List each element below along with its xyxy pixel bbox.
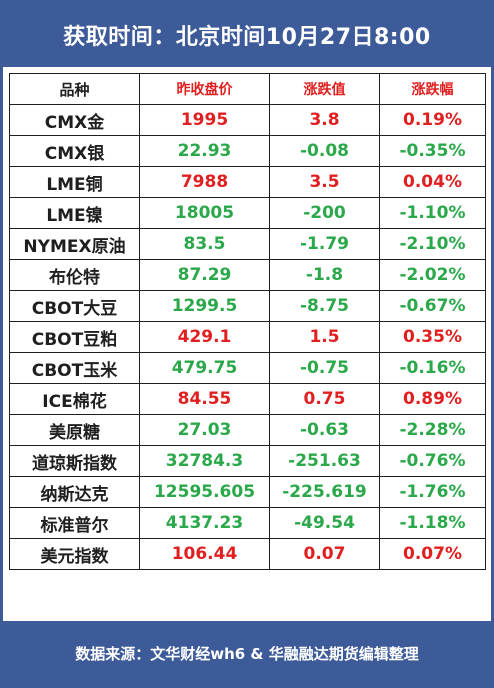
close-price: 83.5: [139, 228, 270, 260]
close-price: 1995: [139, 104, 270, 136]
table-row: LME镍 18005 -200 -1.10%: [9, 197, 486, 229]
close-price: 18005: [139, 197, 270, 229]
change-value: 1.5: [269, 321, 380, 353]
close-price: 1299.5: [139, 290, 270, 322]
change-percent: 0.07%: [379, 538, 486, 570]
change-percent: -1.76%: [379, 476, 486, 508]
column-header-close: 昨收盘价: [139, 73, 270, 105]
change-percent: -0.76%: [379, 445, 486, 477]
change-value: -0.75: [269, 352, 380, 384]
change-percent: -1.10%: [379, 197, 486, 229]
table-row: CMX银 22.93 -0.08 -0.35%: [9, 135, 486, 167]
change-percent: -2.10%: [379, 228, 486, 260]
change-value: -225.619: [269, 476, 380, 508]
change-value: -1.79: [269, 228, 380, 260]
table-row: 标准普尔 4137.23 -49.54 -1.18%: [9, 507, 486, 539]
close-price: 22.93: [139, 135, 270, 167]
column-header-name: 品种: [9, 73, 140, 105]
change-percent: 0.19%: [379, 104, 486, 136]
table-row: CBOT豆粕 429.1 1.5 0.35%: [9, 321, 486, 353]
commodity-name: 纳斯达克: [9, 476, 140, 508]
table-row: ICE棉花 84.55 0.75 0.89%: [9, 383, 486, 415]
change-percent: -0.16%: [379, 352, 486, 384]
close-price: 12595.605: [139, 476, 270, 508]
change-value: 3.5: [269, 166, 380, 198]
change-percent: 0.89%: [379, 383, 486, 415]
commodity-name: CMX金: [9, 104, 140, 136]
commodity-name: CMX银: [9, 135, 140, 167]
table-body: CMX金 1995 3.8 0.19% CMX银 22.93 -0.08 -0.35% LME铜…: [9, 104, 486, 570]
change-percent: -0.67%: [379, 290, 486, 322]
commodity-name: CBOT大豆: [9, 290, 140, 322]
commodity-name: LME铜: [9, 166, 140, 198]
table-row: 纳斯达克 12595.605 -225.619 -1.76%: [9, 476, 486, 508]
commodity-name: 美原糖: [9, 414, 140, 446]
close-price: 4137.23: [139, 507, 270, 539]
table-row: 美原糖 27.03 -0.63 -2.28%: [9, 414, 486, 446]
close-price: 32784.3: [139, 445, 270, 477]
quotes-table: 品种 昨收盘价 涨跌值 涨跌幅 CMX金 1995 3.8 0.19% CMX银 22.9…: [9, 73, 486, 570]
close-price: 106.44: [139, 538, 270, 570]
table-row: CMX金 1995 3.8 0.19%: [9, 104, 486, 136]
close-price: 84.55: [139, 383, 270, 415]
change-value: 0.75: [269, 383, 380, 415]
header-bar: 获取时间：北京时间10月27日8:00: [3, 3, 491, 67]
close-price: 479.75: [139, 352, 270, 384]
change-percent: -0.35%: [379, 135, 486, 167]
column-header-pct: 涨跌幅: [379, 73, 486, 105]
commodity-name: 道琼斯指数: [9, 445, 140, 477]
change-value: -200: [269, 197, 380, 229]
commodity-name: ICE棉花: [9, 383, 140, 415]
footer-source: 数据来源：文华财经wh6 & 华融融达期货编辑整理: [75, 644, 419, 663]
change-value: -0.08: [269, 135, 380, 167]
change-percent: -1.18%: [379, 507, 486, 539]
commodity-name: 标准普尔: [9, 507, 140, 539]
footer-bar: 数据来源：文华财经wh6 & 华融融达期货编辑整理: [3, 621, 491, 685]
change-percent: -2.02%: [379, 259, 486, 291]
table-row: LME铜 7988 3.5 0.04%: [9, 166, 486, 198]
change-percent: 0.04%: [379, 166, 486, 198]
close-price: 7988: [139, 166, 270, 198]
change-value: -1.8: [269, 259, 380, 291]
change-value: -0.63: [269, 414, 380, 446]
commodity-name: CBOT玉米: [9, 352, 140, 384]
change-percent: 0.35%: [379, 321, 486, 353]
change-value: -251.63: [269, 445, 380, 477]
change-value: -49.54: [269, 507, 380, 539]
commodity-name: NYMEX原油: [9, 228, 140, 260]
table-header-row: 品种 昨收盘价 涨跌值 涨跌幅: [9, 73, 486, 105]
commodity-name: CBOT豆粕: [9, 321, 140, 353]
close-price: 27.03: [139, 414, 270, 446]
close-price: 87.29: [139, 259, 270, 291]
change-percent: -2.28%: [379, 414, 486, 446]
commodity-name: 美元指数: [9, 538, 140, 570]
table-row: CBOT玉米 479.75 -0.75 -0.16%: [9, 352, 486, 384]
change-value: 3.8: [269, 104, 380, 136]
table-row: 美元指数 106.44 0.07 0.07%: [9, 538, 486, 570]
commodity-name: LME镍: [9, 197, 140, 229]
change-value: 0.07: [269, 538, 380, 570]
table-row: CBOT大豆 1299.5 -8.75 -0.67%: [9, 290, 486, 322]
close-price: 429.1: [139, 321, 270, 353]
header-title: 获取时间：北京时间10月27日8:00: [63, 25, 431, 50]
commodity-name: 布伦特: [9, 259, 140, 291]
table-row: 布伦特 87.29 -1.8 -2.02%: [9, 259, 486, 291]
column-header-change: 涨跌值: [269, 73, 380, 105]
table-row: NYMEX原油 83.5 -1.79 -2.10%: [9, 228, 486, 260]
table-row: 道琼斯指数 32784.3 -251.63 -0.76%: [9, 445, 486, 477]
change-value: -8.75: [269, 290, 380, 322]
